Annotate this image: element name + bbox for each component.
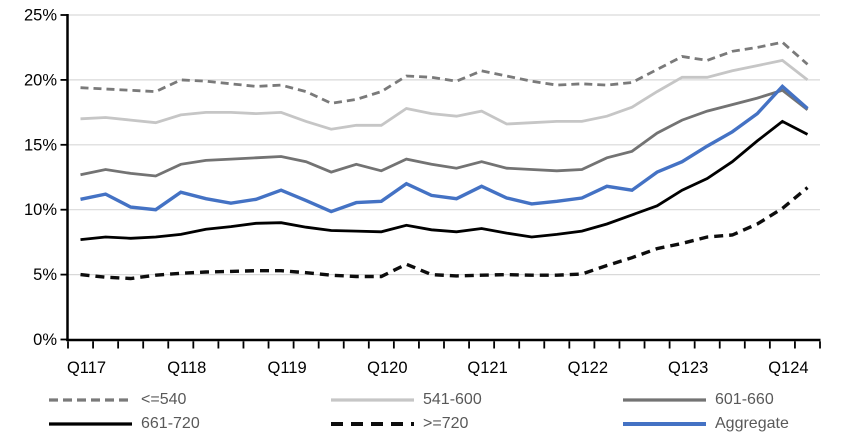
x-axis-label: Q117	[67, 359, 106, 377]
legend-item-541-600: 541-600	[330, 390, 482, 410]
legend-item-661-720: 661-720	[48, 414, 200, 434]
series-line-661-720	[80, 119, 809, 241]
legend-label: Aggregate	[715, 415, 789, 432]
legend-swatch-line	[331, 422, 414, 426]
legend-item-aggregate: Aggregate	[622, 414, 789, 434]
legend-swatch-line	[49, 398, 132, 402]
legend-label: 661-720	[141, 415, 200, 432]
x-axis-label: Q119	[267, 359, 306, 377]
legend-label: >=720	[423, 415, 469, 432]
plot-area: 0% 5% 10% 15% 20% 25% Q117 Q118 Q119 Q120 Q121 Q122…	[24, 7, 821, 377]
legend-swatch-line	[49, 422, 132, 426]
series-line-720	[80, 186, 809, 281]
series-line-540	[80, 40, 809, 105]
y-axis-label: 15%	[24, 136, 57, 154]
y-axis-label: 0%	[33, 331, 57, 349]
y-axis-label: 20%	[24, 71, 57, 89]
x-axis-label: Q120	[367, 359, 407, 377]
legend-label: 601-660	[715, 391, 774, 408]
y-axis-label: 25%	[24, 7, 57, 25]
legend-swatch-line	[331, 398, 414, 402]
legend-label: 541-600	[423, 391, 482, 408]
legend-item-540: <=540	[48, 390, 186, 410]
x-axis-label: Q124	[768, 359, 808, 377]
legend-swatch-line	[623, 398, 706, 402]
series-line-601-660	[80, 88, 809, 178]
x-axis-label: Q123	[668, 359, 708, 377]
legend-item-720: >=720	[330, 414, 468, 434]
legend-label: <=540	[141, 391, 187, 408]
y-axis-label: 10%	[24, 201, 57, 219]
y-axis-label: 5%	[33, 266, 57, 284]
x-axis-label: Q118	[167, 359, 206, 377]
x-axis-label: Q121	[467, 359, 507, 377]
series-line-541-600	[80, 58, 809, 131]
x-axis-label: Q122	[568, 359, 608, 377]
legend-item-601-660: 601-660	[622, 390, 774, 410]
series-line-aggregate	[80, 84, 809, 214]
legend-swatch-line	[623, 422, 706, 426]
